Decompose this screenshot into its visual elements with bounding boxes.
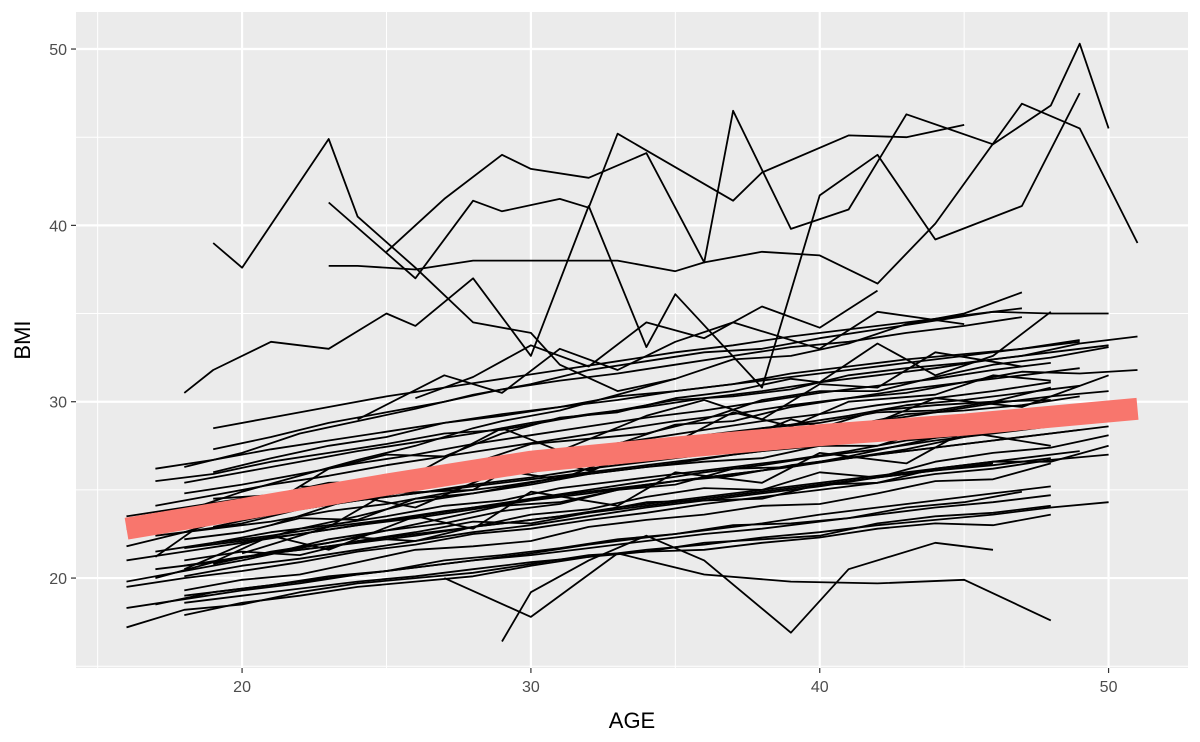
x-tick-label: 50 <box>1100 679 1118 696</box>
series-line-52 <box>212 430 1051 564</box>
x-tick-label: 20 <box>233 679 251 696</box>
plot-panel <box>76 12 1188 668</box>
series-line-3 <box>385 42 1110 264</box>
series-line-5 <box>183 92 1081 394</box>
series-line-51 <box>415 289 878 400</box>
series-line-6 <box>154 311 1052 558</box>
series-line-28 <box>212 339 1080 474</box>
series-line-39 <box>126 418 1109 562</box>
series-line-45 <box>184 457 1051 567</box>
series-line-43 <box>213 307 1023 430</box>
axis-ticks: 20 30 40 50 20 30 40 50 <box>49 42 1117 696</box>
y-tick-label: 40 <box>49 218 67 235</box>
series-line-55 <box>443 552 1052 622</box>
series-line-14 <box>126 504 1051 629</box>
trend-line-group <box>124 397 1139 540</box>
y-tick-label: 30 <box>49 395 67 412</box>
series-line-41 <box>155 367 1080 507</box>
series-line-34 <box>126 485 1051 609</box>
series-line-30 <box>184 362 1051 495</box>
series-line-22 <box>184 310 1109 468</box>
series-line-49 <box>299 351 1023 491</box>
grid-lines <box>76 12 1188 668</box>
x-tick-label: 30 <box>522 679 540 696</box>
x-tick-label: 40 <box>811 679 829 696</box>
series-line-29 <box>126 453 1109 588</box>
series-line-4 <box>328 102 1139 285</box>
y-tick-label: 20 <box>49 571 67 588</box>
series-line-40 <box>184 494 1051 597</box>
series-line-50 <box>357 310 965 421</box>
series-line-33 <box>213 316 1023 451</box>
series-line-46 <box>155 340 1080 470</box>
series-line-54 <box>501 534 994 642</box>
series-line-37 <box>184 344 1109 484</box>
y-tick-label: 50 <box>49 42 67 59</box>
trend-line <box>124 397 1139 540</box>
series-line-47 <box>184 501 1109 604</box>
series-line-26 <box>155 422 1080 553</box>
x-axis-title: AGE <box>609 708 655 733</box>
series-line-20 <box>184 462 1052 592</box>
y-axis-title: BMI <box>10 320 35 359</box>
